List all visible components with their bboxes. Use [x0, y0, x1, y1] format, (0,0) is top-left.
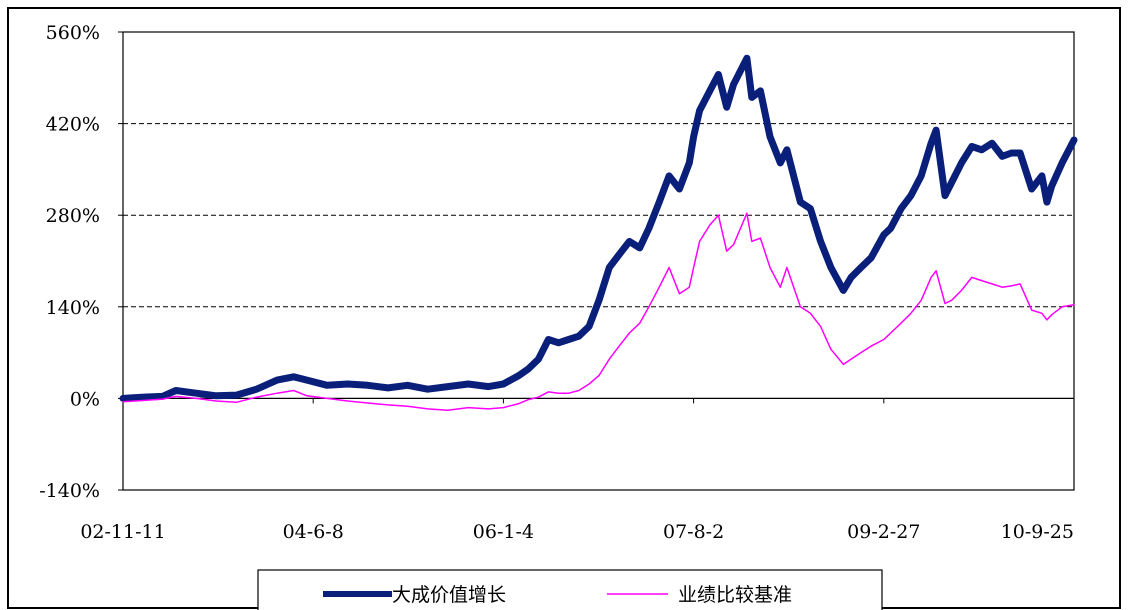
legend-label: 业绩比较基准 — [678, 584, 792, 606]
x-tick-label: 07-8-2 — [663, 521, 724, 543]
legend-label: 大成价值增长 — [392, 584, 506, 606]
chart-frame — [7, 7, 1121, 609]
series-line-benchmark — [122, 212, 1075, 411]
series-line-primary — [119, 54, 1078, 402]
legend-box — [257, 569, 883, 610]
x-tick-label: 06-1-4 — [473, 521, 534, 543]
legend: 大成价值增长 业绩比较基准 — [257, 569, 883, 610]
plot-area: 560% 420% 280% 140% 0% -140% 02-11-11 04-6-8 06-… — [39, 22, 1078, 543]
x-tick-label: 09-2-27 — [847, 521, 920, 543]
y-tick-label: -140% — [39, 480, 100, 502]
y-tick-label: 560% — [46, 22, 100, 44]
y-tick-label: 140% — [46, 297, 100, 319]
y-tick-label: 0% — [70, 388, 100, 410]
y-tick-label: 280% — [46, 205, 100, 227]
x-tick-label: 02-11-11 — [80, 521, 165, 543]
plot-border — [122, 31, 1075, 491]
x-tick-label: 04-6-8 — [283, 521, 344, 543]
x-tick-label: 10-9-25 — [1001, 521, 1074, 543]
y-tick-label: 420% — [46, 114, 100, 136]
